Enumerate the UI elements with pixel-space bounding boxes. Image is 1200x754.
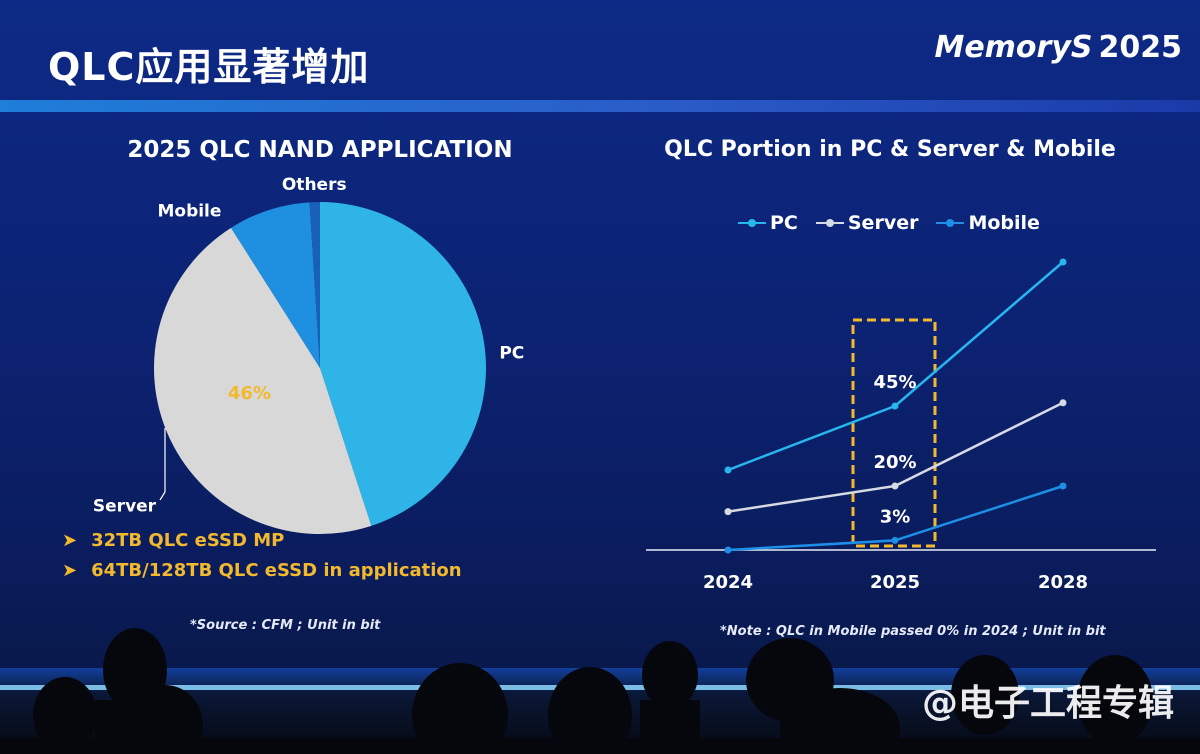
data-label-mobile: 3% — [880, 506, 911, 527]
brand-logo: MemoryS 2025 — [934, 30, 1182, 65]
pie-slice-others — [309, 202, 320, 368]
series-point-mobile — [1059, 482, 1067, 490]
brand-name: MemoryS — [934, 30, 1093, 65]
pie-slice-server — [154, 227, 372, 534]
source-note: *Source : CFM ; Unit in bit — [190, 618, 381, 633]
title-underline-bar — [0, 100, 1200, 112]
data-label-server: 20% — [873, 452, 916, 473]
data-label-pc: 45% — [873, 372, 916, 393]
mobile-note: *Note : QLC in Mobile passed 0% in 2024 … — [720, 624, 1106, 639]
legend-swatch-mobile — [936, 219, 965, 227]
series-point-pc — [891, 402, 899, 410]
x-tick-label: 2028 — [1038, 572, 1088, 593]
x-tick-label: 2025 — [870, 572, 920, 593]
pie-label-mobile: Mobile — [157, 201, 221, 221]
pie-label-others: Others — [282, 175, 347, 195]
series-point-mobile — [724, 546, 732, 554]
x-tick-label: 2024 — [703, 572, 753, 593]
bullet-item: ➤ 64TB/128TB QLC eSSD in application — [62, 560, 462, 581]
pie-label-server: Server — [93, 497, 157, 517]
watermark: @电子工程专辑 — [921, 683, 1174, 724]
legend-item-pc: PC — [738, 212, 798, 234]
pie-slice-mobile — [231, 202, 320, 368]
pie-label-pc: PC — [499, 343, 524, 363]
series-point-server — [1059, 399, 1067, 407]
line-chart-title: QLC Portion in PC & Server & Mobile — [664, 137, 1116, 162]
legend-label-mobile: Mobile — [968, 212, 1040, 234]
legend-item-server: Server — [815, 212, 919, 234]
bullet-item: ➤ 32TB QLC eSSD MP — [62, 530, 285, 551]
pie-chart-title: 2025 QLC NAND APPLICATION — [127, 137, 513, 163]
audience-silhouettes — [0, 628, 1200, 754]
legend-swatch-server — [815, 219, 844, 227]
series-point-pc — [724, 466, 732, 474]
legend-label-pc: PC — [770, 212, 798, 234]
series-line-pc — [727, 261, 1064, 472]
series-point-pc — [1059, 258, 1067, 266]
legend-swatch-pc — [738, 219, 766, 227]
series-point-server — [724, 508, 732, 516]
line-chart-legend: PC Server Mobile — [738, 212, 1040, 234]
legend-item-mobile: Mobile — [936, 212, 1040, 234]
pie-chart: PC Server Mobile Others 46% — [93, 175, 524, 534]
series-point-mobile — [891, 536, 899, 544]
legend-label-server: Server — [847, 212, 919, 234]
pie-slice-pc — [320, 202, 486, 526]
brand-year: 2025 — [1098, 30, 1183, 65]
bullet-list: ➤ 32TB QLC eSSD MP ➤ 64TB/128TB QLC eSSD i… — [62, 526, 462, 586]
series-point-server — [891, 482, 899, 490]
server-leader-line — [159, 428, 166, 501]
pie-data-label-server: 46% — [228, 383, 271, 404]
line-chart: 45% 20% 3% 2024 2025 2028 — [646, 258, 1156, 593]
slide-title: QLC应用显著增加 — [48, 45, 370, 89]
